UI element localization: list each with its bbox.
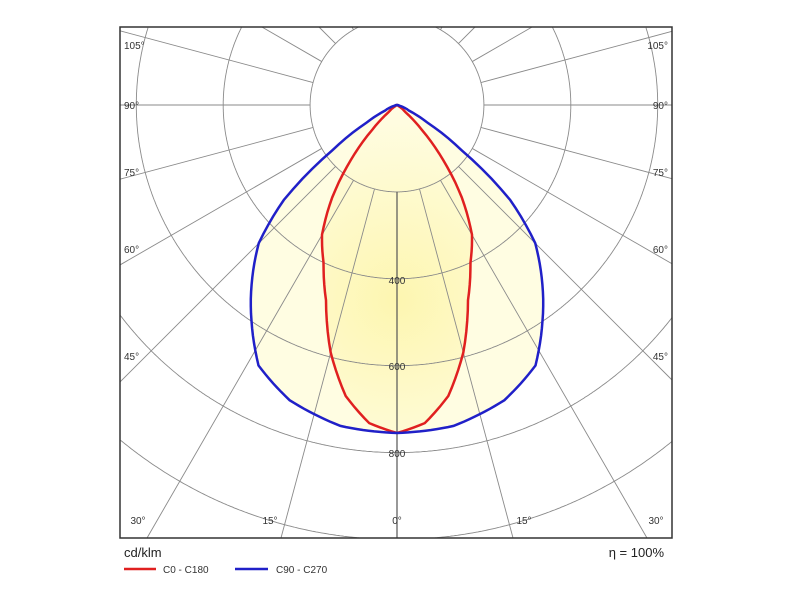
- legend: C0 - C180 C90 - C270: [124, 565, 328, 576]
- grid-radial-line: [119, 166, 336, 383]
- angle-label-left: 45°: [124, 352, 139, 363]
- grid-radial-line: [480, 127, 673, 180]
- grid-radial-line: [472, 148, 673, 265]
- radial-tick-label: 600: [389, 362, 406, 373]
- radial-tick-label: 400: [389, 276, 406, 287]
- grid-circle: [135, 27, 659, 367]
- grid-circle: [119, 315, 673, 454]
- unit-label: cd/klm: [124, 545, 162, 560]
- chart-frame: [119, 26, 673, 539]
- radial-tick-label: 800: [389, 449, 406, 460]
- grid-radial-line: [318, 26, 336, 44]
- angle-label-left: 75°: [124, 168, 139, 179]
- angle-label-right: 60°: [653, 245, 668, 256]
- grid-radial-line: [261, 26, 322, 62]
- angle-label-right: 45°: [653, 352, 668, 363]
- curve-c90-c270: [249, 103, 545, 435]
- grid-radial-line: [119, 148, 322, 266]
- grid-radial-line: [146, 180, 354, 539]
- legend-label-c0: C0 - C180: [163, 565, 209, 576]
- efficiency-label: η = 100%: [609, 545, 665, 560]
- legend-label-c90: C90 - C270: [276, 565, 328, 576]
- grid-radial-line: [419, 188, 514, 539]
- grid-radial-line: [458, 166, 673, 381]
- grid-radial-line: [440, 180, 648, 539]
- angle-label-right: 30°: [648, 516, 663, 527]
- grid-circle: [222, 27, 572, 280]
- grid-radial-line: [119, 30, 314, 83]
- angle-label-left: 15°: [262, 516, 277, 527]
- angle-label-right: 105°: [647, 41, 668, 52]
- angle-label-right: 90°: [653, 101, 668, 112]
- angle-label-left: 105°: [124, 41, 145, 52]
- grid-circle: [309, 26, 485, 193]
- grid-radial-line: [480, 30, 673, 83]
- grid-radial-line: [280, 188, 375, 539]
- grid-radial-line: [472, 26, 533, 62]
- grid-circle: [120, 439, 673, 539]
- grid-radial-line: [119, 127, 314, 180]
- angle-label-zero: 0°: [392, 516, 402, 527]
- angle-label-left: 90°: [124, 101, 139, 112]
- angle-label-left: 60°: [124, 245, 139, 256]
- angle-label-left: 30°: [130, 516, 145, 527]
- angle-label-right: 15°: [516, 516, 531, 527]
- grid-radial-line: [458, 26, 476, 44]
- angle-label-right: 75°: [653, 168, 668, 179]
